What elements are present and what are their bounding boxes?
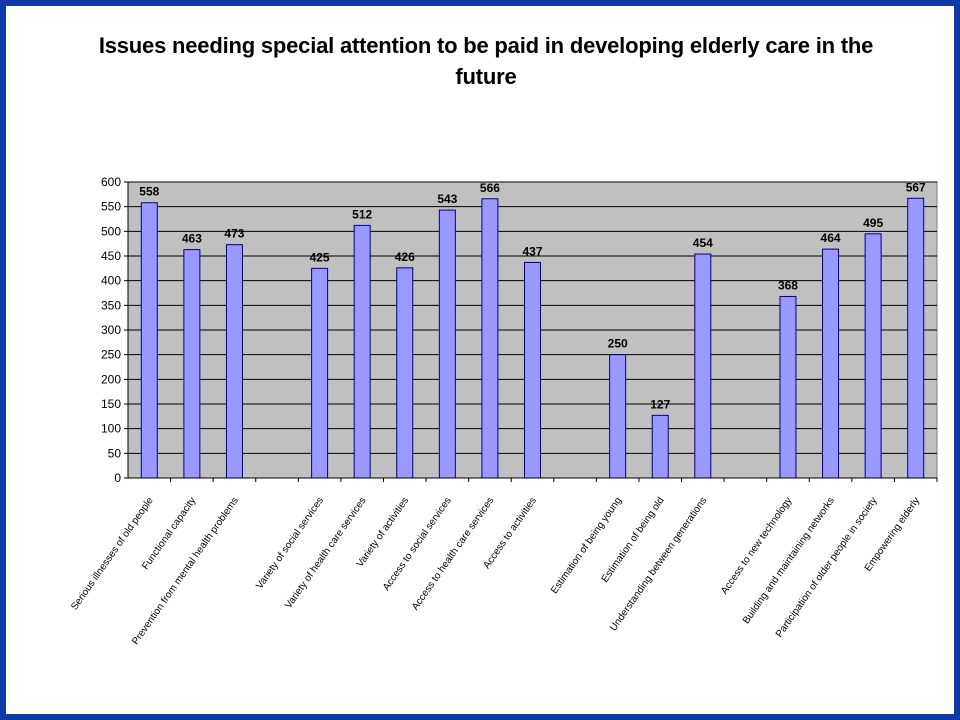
y-tick-label: 400 (101, 274, 121, 288)
data-label: 567 (906, 180, 926, 194)
data-label: 558 (139, 185, 159, 199)
data-label: 512 (352, 207, 372, 221)
y-tick-label: 200 (101, 372, 121, 386)
category-label: Estimation of being young (549, 495, 624, 596)
y-tick-labels: 0 50 100 150 200 250 300 350 400 450 500 550 600 (101, 175, 128, 485)
bar (609, 354, 627, 479)
bar (822, 248, 840, 479)
y-tick-label: 0 (114, 471, 121, 485)
category-label: Understanding between generations (608, 495, 709, 633)
bar (864, 233, 882, 479)
bar (396, 267, 414, 479)
bars-group (140, 197, 925, 479)
data-label: 463 (182, 232, 202, 246)
y-tick-label: 500 (101, 224, 121, 238)
data-label: 543 (437, 192, 457, 206)
bar (438, 209, 456, 479)
bar (524, 261, 541, 479)
bar (311, 267, 329, 479)
category-label: Serious illnesses of old people (69, 495, 156, 612)
category-label: Variety of health care services (283, 495, 368, 610)
data-label: 250 (608, 337, 628, 351)
bar (353, 224, 371, 479)
bar (140, 202, 158, 479)
data-label: 127 (650, 397, 670, 411)
data-label: 425 (310, 250, 330, 264)
y-tick-label: 300 (101, 323, 121, 337)
bar (225, 244, 243, 479)
y-tick-label: 550 (101, 200, 121, 214)
bar (651, 414, 669, 479)
category-label: Access to new technology (719, 495, 794, 596)
bar (481, 198, 499, 479)
y-tick-label: 150 (101, 397, 121, 411)
data-label: 464 (821, 231, 841, 245)
category-label: Building and maintaining networks (741, 495, 837, 626)
data-label: 566 (480, 181, 500, 195)
y-tick-label: 250 (101, 348, 121, 362)
y-tick-label: 600 (101, 175, 121, 189)
bar (907, 197, 925, 479)
category-label: Access to health care services (410, 495, 496, 612)
y-tick-label: 100 (101, 422, 121, 436)
chart-title: Issues needing special attention to be p… (98, 33, 874, 89)
bar (779, 295, 797, 479)
data-label: 454 (693, 236, 713, 250)
y-tick-label: 450 (101, 249, 121, 263)
data-label: 368 (778, 278, 798, 292)
category-labels: Serious illnesses of old peopleFunctiona… (69, 478, 938, 647)
bar (183, 249, 201, 479)
data-label: 437 (522, 244, 542, 258)
data-labels: 558 463 473 425 512 426 543 566 437 250 127 454 368 4… (139, 180, 926, 411)
data-label: 426 (395, 250, 415, 264)
y-tick-label: 350 (101, 298, 121, 312)
data-label: 495 (863, 216, 883, 230)
data-label: 473 (224, 227, 244, 241)
bar (694, 253, 712, 479)
y-tick-label: 50 (108, 446, 122, 460)
